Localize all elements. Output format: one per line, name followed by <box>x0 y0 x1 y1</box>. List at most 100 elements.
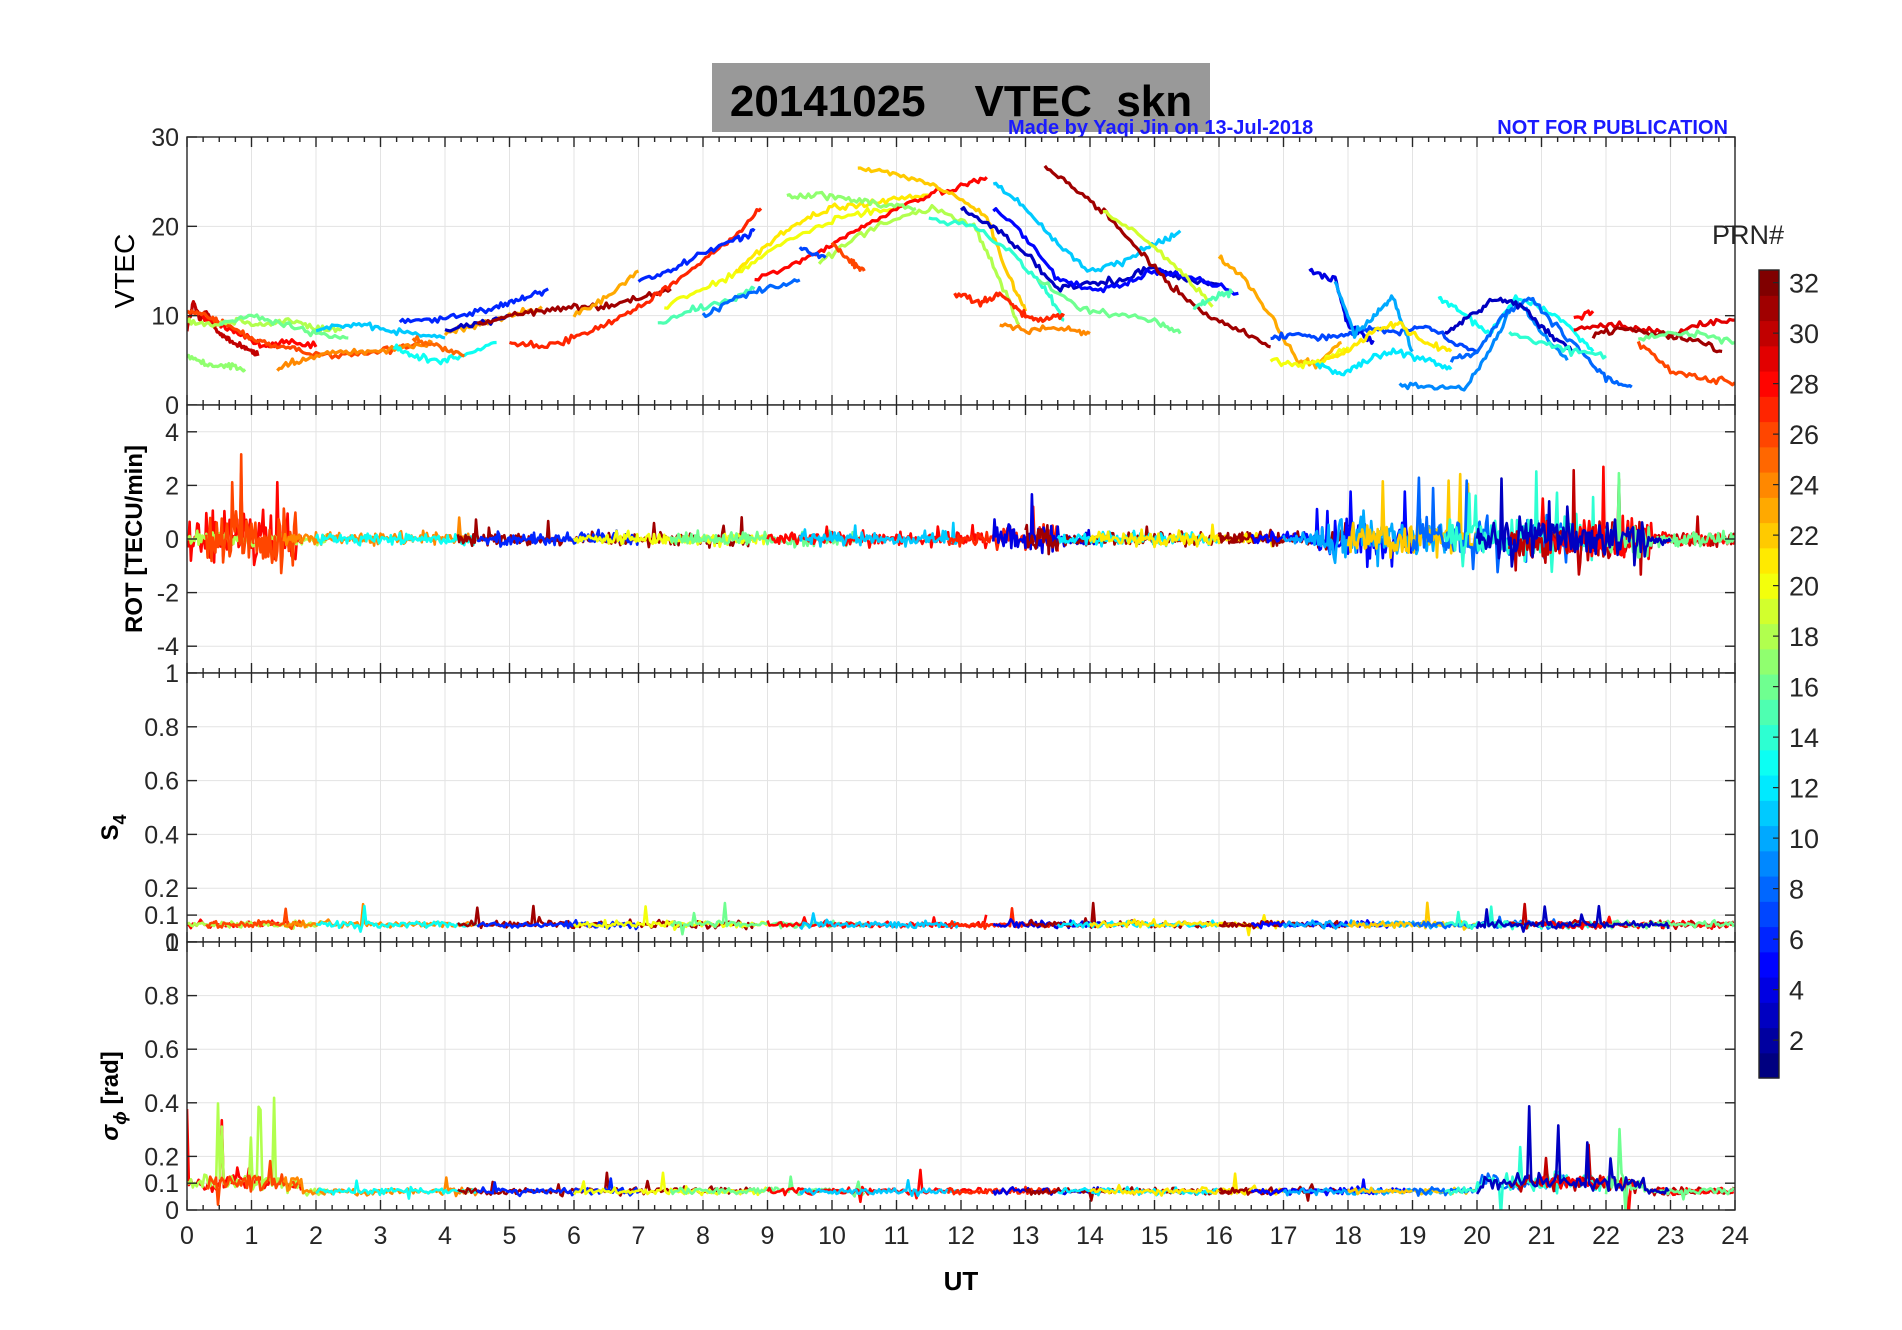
colorbar-band <box>1759 951 1779 978</box>
colorbar-band <box>1759 699 1779 726</box>
colorbar-tick-label: 22 <box>1789 521 1819 551</box>
colorbar-band <box>1759 345 1779 372</box>
colorbar-band <box>1759 522 1779 549</box>
series-line-prn-27 <box>953 291 1065 323</box>
colorbar-band <box>1759 825 1779 852</box>
series-line-prn-24 <box>282 516 478 547</box>
series-line-prn-15 <box>1192 288 1234 310</box>
series-line-prn-13 <box>1437 294 1595 353</box>
colorbar-label: PRN# <box>1712 220 1784 250</box>
colorbar-band <box>1759 926 1779 953</box>
x-tick-label: 7 <box>632 1222 646 1250</box>
x-tick-label: 21 <box>1528 1222 1556 1250</box>
y-axis-label-main: S <box>97 825 124 841</box>
colorbar-tick-label: 20 <box>1789 572 1819 602</box>
y-tick-label: 0.6 <box>144 768 179 796</box>
x-tick-label: 0 <box>180 1222 194 1250</box>
series-line-prn-9 <box>1398 294 1569 392</box>
colorbar-band <box>1759 320 1779 347</box>
series-line-prn-12 <box>1056 919 1220 929</box>
colorbar-band <box>1759 497 1779 524</box>
series-line-prn-11 <box>798 912 962 930</box>
series-line-prn-6 <box>476 528 640 548</box>
axes <box>186 941 1736 1211</box>
colorbar-band <box>1759 270 1779 296</box>
x-tick-label: 19 <box>1399 1222 1427 1250</box>
colorbar-band <box>1759 547 1779 574</box>
series-line-prn-3 <box>1444 296 1574 353</box>
y-tick-label: 0.8 <box>144 983 179 1011</box>
colorbar-tick-label: 18 <box>1789 622 1819 652</box>
colorbar-tick-label: 24 <box>1789 471 1819 501</box>
series-line-prn-16 <box>1604 1127 1735 1210</box>
series-line-prn-10 <box>1333 280 1414 353</box>
colorbar-tick-label: 4 <box>1789 976 1804 1006</box>
series-line-prn-8 <box>701 278 801 319</box>
colorbar-band <box>1759 1027 1779 1054</box>
series-group <box>187 164 1735 392</box>
series-line-prn-13 <box>315 904 478 933</box>
series-group <box>187 453 1735 576</box>
x-tick-label: 4 <box>438 1222 452 1250</box>
axes <box>186 136 1736 406</box>
x-tick-label: 13 <box>1012 1222 1040 1250</box>
colorbar-band <box>1759 800 1779 827</box>
series-line-prn-28 <box>754 176 988 282</box>
y-tick-label: 0 <box>165 392 179 420</box>
y-tick-label: 20 <box>151 213 179 241</box>
y-axis-label-sub: ϕ <box>110 1111 130 1125</box>
colorbar-frame <box>1758 269 1780 1079</box>
series-line-prn-26 <box>205 907 303 930</box>
panel-vtec: 0 10 20 30 VTEC <box>109 124 1736 420</box>
y-tick-label: 0.4 <box>144 1090 179 1118</box>
colorbar-band <box>1759 472 1779 498</box>
series-line-prn-19 <box>1102 209 1214 308</box>
y-tick-label: 0.6 <box>144 1036 179 1064</box>
series-group <box>187 1096 1735 1210</box>
series-line-prn-11 <box>798 521 963 548</box>
series-line-prn-3 <box>1475 1105 1670 1195</box>
y-axis-label-main: σ <box>97 1124 124 1141</box>
colorbar-tick-label: 12 <box>1789 774 1819 804</box>
colorbar-band <box>1759 446 1779 473</box>
colorbar-band <box>1759 295 1779 322</box>
series-line-prn-17 <box>187 353 247 373</box>
series-line-prn-16 <box>1637 329 1735 345</box>
series-line-prn-13 <box>314 531 479 547</box>
series-line-prn-31 <box>1043 164 1272 349</box>
y-tick-label: -2 <box>157 580 179 608</box>
y-tick-label: 0 <box>165 929 179 957</box>
colorbar-tick-label: 10 <box>1789 824 1819 854</box>
series-line-prn-23 <box>572 269 640 318</box>
colorbar-tick-label: 16 <box>1789 673 1819 703</box>
x-tick-label: 23 <box>1657 1222 1685 1250</box>
colorbar-band <box>1759 1052 1779 1079</box>
series-line-prn-21 <box>1089 1172 1285 1197</box>
series-line-prn-20 <box>664 207 898 310</box>
chart-title: 20141025 VTEC skn <box>730 77 1192 126</box>
x-tick-label: 11 <box>884 1222 910 1250</box>
series-group <box>187 901 1735 937</box>
credit-left: Made by Yaqi Jin on 13-Jul-2018 <box>1008 117 1313 139</box>
y-tick-label: 1 <box>165 929 179 957</box>
x-tick-label: 9 <box>761 1222 775 1250</box>
series-line-prn-3 <box>959 206 1220 293</box>
y-tick-label: 1 <box>165 660 179 688</box>
y-tick-label: 0.1 <box>144 902 179 930</box>
series-line-prn-26 <box>1636 340 1735 387</box>
colorbar-band <box>1759 396 1779 423</box>
x-tick-label: 20 <box>1463 1222 1491 1250</box>
x-tick-label: 12 <box>947 1222 975 1250</box>
series-line-prn-14 <box>928 216 1065 322</box>
x-tick-label: 17 <box>1270 1222 1298 1250</box>
series-line-prn-6 <box>476 1177 640 1198</box>
series-line-prn-21 <box>734 193 929 274</box>
colorbar-tick-label: 28 <box>1789 370 1819 400</box>
title-box <box>712 63 1210 132</box>
colorbar-tick-label: 14 <box>1789 723 1819 753</box>
colorbar-band <box>1759 573 1779 599</box>
series-line-prn-25 <box>411 335 465 358</box>
colorbar-band <box>1759 901 1779 928</box>
